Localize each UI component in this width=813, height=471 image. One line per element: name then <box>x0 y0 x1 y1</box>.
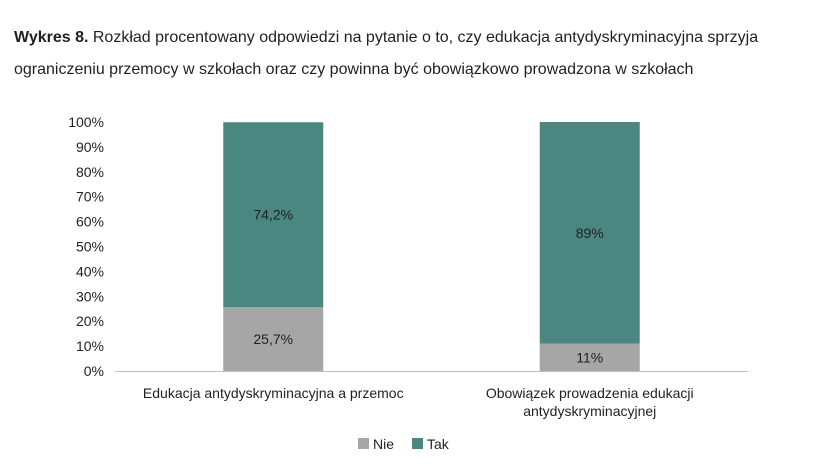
y-tick-label: 10% <box>76 338 104 354</box>
y-tick-label: 0% <box>84 363 104 379</box>
y-tick-label: 70% <box>76 189 104 205</box>
data-label: 25,7% <box>253 331 293 347</box>
data-label: 89% <box>576 225 604 241</box>
legend-swatch-tak <box>412 438 423 449</box>
y-tick-label: 40% <box>76 263 104 279</box>
y-tick-label: 50% <box>76 239 104 255</box>
data-label: 74,2% <box>253 207 293 223</box>
data-label: 11% <box>576 349 603 365</box>
bar-segment-nie <box>539 343 640 371</box>
legend-swatch-nie <box>358 438 369 449</box>
bar-segment-tak <box>539 122 640 344</box>
y-tick-label: 80% <box>76 164 104 180</box>
y-tick-label: 90% <box>76 139 104 155</box>
bar-segment-nie <box>223 307 324 371</box>
legend-label: Tak <box>427 436 450 452</box>
chart-title: Wykres 8. Rozkład procentowany odpowiedz… <box>14 22 804 86</box>
category-label: antydyskryminacyjnej <box>523 403 656 419</box>
y-tick-label: 20% <box>76 313 104 329</box>
bar-segment-tak <box>223 122 324 308</box>
chart-title-lead: Wykres 8. <box>14 29 89 46</box>
legend-label: Nie <box>373 436 394 452</box>
y-tick-label: 60% <box>76 214 104 230</box>
category-label: Obowiązek prowadzenia edukacji <box>486 385 694 401</box>
category-label: Edukacja antydyskryminacyjna a przemoc <box>143 385 404 401</box>
chart-title-text: Rozkład procentowany odpowiedzi na pytan… <box>14 29 759 78</box>
y-tick-label: 100% <box>68 114 104 130</box>
y-tick-label: 30% <box>76 288 104 304</box>
